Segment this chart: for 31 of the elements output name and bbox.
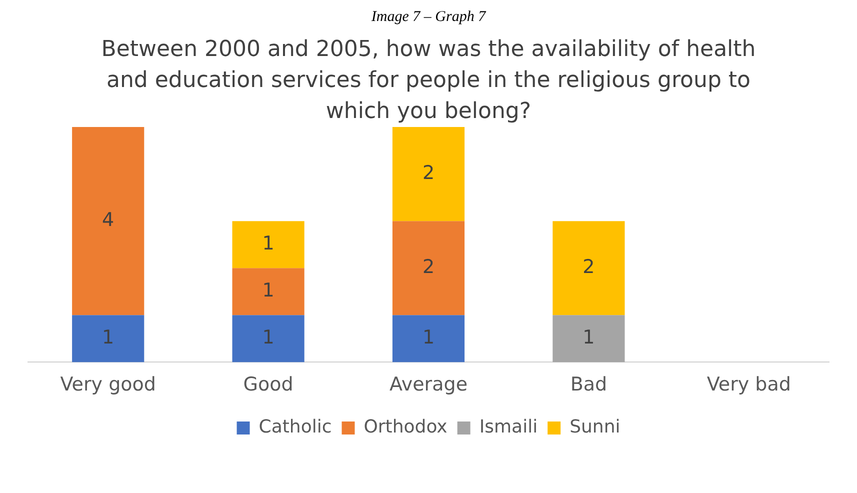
bar <box>552 315 625 362</box>
bar <box>232 268 304 316</box>
bar <box>392 127 465 222</box>
data-label: 1 <box>262 280 274 302</box>
bar <box>232 315 304 362</box>
bar <box>232 221 304 268</box>
x-tick-label: Very bad <box>706 374 791 396</box>
data-label: 4 <box>102 209 114 232</box>
legend-label: Sunni <box>570 416 620 438</box>
x-tick-label: Average <box>389 374 468 396</box>
data-label: 1 <box>102 326 114 349</box>
legend-label: Ismaili <box>479 416 538 438</box>
chart-title: Between 2000 and 2005, how was the availability of health and education services for people in the religious group to which you belong? <box>100 36 757 126</box>
x-tick-label: Very good <box>60 374 156 396</box>
legend-label: Catholic <box>258 416 332 438</box>
data-label: 1 <box>262 232 274 255</box>
data-label: 1 <box>582 326 595 349</box>
x-tick-label: Good <box>243 374 294 396</box>
bar <box>72 315 144 362</box>
bar <box>392 221 465 316</box>
bar <box>392 315 465 362</box>
bar <box>552 221 625 316</box>
bar <box>72 127 144 316</box>
data-label: 2 <box>422 162 435 184</box>
data-label: 2 <box>422 256 435 278</box>
data-label: 1 <box>422 326 435 349</box>
legend-label: Orthodox <box>364 416 448 438</box>
data-label: 1 <box>262 326 274 349</box>
text: Image 7 – Graph 7 <box>370 8 488 26</box>
x-tick-label: Bad <box>570 374 608 396</box>
data-label: 2 <box>582 256 595 278</box>
